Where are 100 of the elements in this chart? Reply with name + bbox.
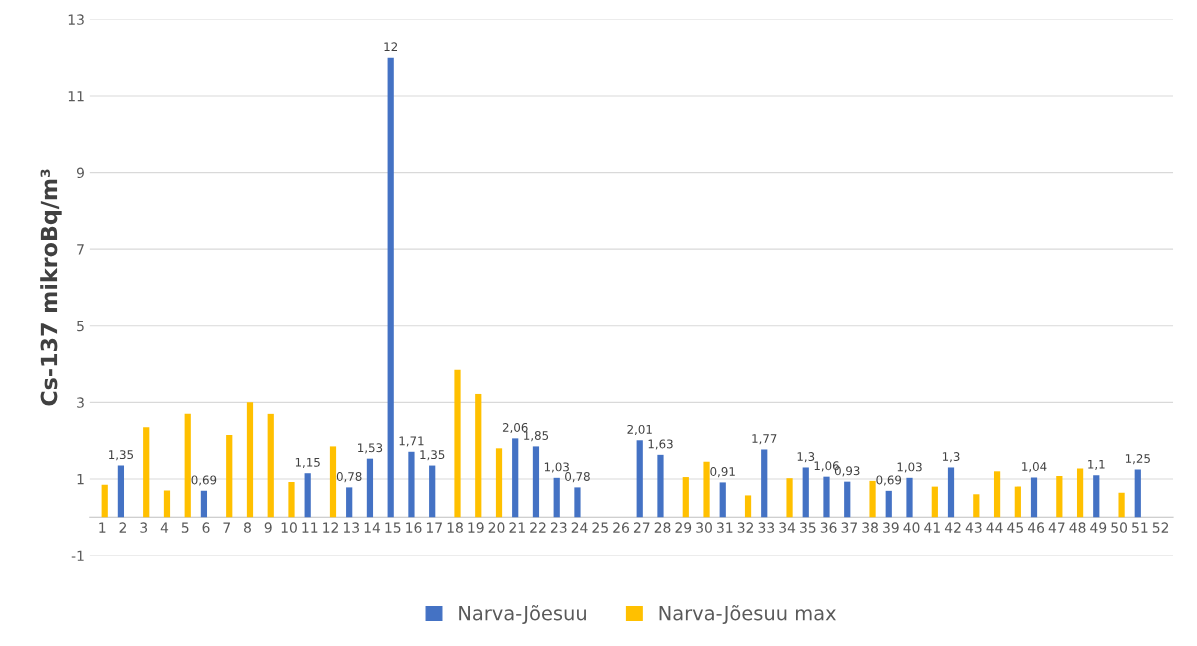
bar (366, 458, 374, 518)
x-tick-label: 49 (1090, 522, 1107, 533)
bar (408, 451, 415, 518)
data-label: 2,01 (627, 424, 652, 436)
data-label: 1,35 (420, 450, 445, 461)
y-axis-title: Cs-137 mikroBq/m³ (40, 169, 62, 406)
x-tick-label: 34 (779, 522, 796, 533)
bar (636, 440, 643, 518)
x-tick-label: 7 (223, 522, 230, 533)
x-tick-label: 52 (1152, 522, 1169, 533)
bar (454, 369, 461, 518)
x-tick-label: 37 (841, 522, 857, 533)
data-label: 1,04 (1022, 462, 1047, 473)
bar (475, 393, 482, 518)
x-tick-label: 38 (862, 522, 878, 533)
bar (495, 448, 503, 518)
x-tick-label: 21 (509, 522, 525, 533)
bar (657, 454, 664, 518)
bar (1093, 475, 1100, 518)
x-tick-label: 25 (592, 522, 608, 533)
x-tick-label: 14 (364, 522, 381, 533)
bar (101, 484, 108, 518)
x-tick-label: 6 (202, 522, 210, 533)
bar (869, 480, 876, 518)
data-label: 0,78 (336, 472, 362, 483)
y-tick-label: 9 (76, 167, 84, 179)
x-tick-label: 3 (140, 522, 148, 533)
x-tick-label: 22 (530, 522, 546, 533)
x-tick-label: 26 (613, 522, 629, 533)
data-label: 0,69 (876, 475, 902, 486)
bar (786, 478, 793, 518)
bar (682, 477, 689, 518)
x-tick-label: 4 (160, 522, 169, 533)
bar (993, 471, 1001, 518)
bar (1118, 492, 1125, 518)
bar (143, 427, 150, 518)
y-tick-label: -1 (71, 550, 84, 561)
data-label: 1,35 (109, 450, 134, 461)
bar (703, 461, 710, 518)
bar (184, 413, 191, 518)
bar (1030, 477, 1038, 518)
data-label: 1,53 (358, 443, 383, 454)
x-tick-label: 17 (426, 522, 442, 533)
x-tick-label: 46 (1027, 522, 1045, 533)
bar (288, 482, 295, 518)
x-tick-label: 24 (571, 522, 588, 533)
bar (802, 467, 809, 518)
x-tick-label: 2 (119, 522, 127, 533)
x-tick-label: 5 (181, 522, 189, 533)
bar (117, 465, 125, 518)
data-label: 1,15 (295, 457, 320, 468)
y-tick-label: 13 (68, 14, 84, 25)
bar (1056, 475, 1063, 518)
data-label: 1,1 (1088, 459, 1105, 470)
bar (1014, 486, 1021, 518)
x-tick-label: 11 (302, 522, 318, 533)
y-tick-label: 11 (68, 91, 84, 102)
bar (885, 490, 892, 518)
bar (267, 413, 274, 518)
x-tick-label: 23 (550, 522, 567, 533)
legend-label: Narva-Jõesuu (459, 605, 586, 625)
x-tick-label: 43 (965, 522, 982, 533)
bar (512, 438, 519, 518)
bar (553, 477, 560, 518)
x-tick-label: 20 (488, 522, 505, 533)
data-label: 1,3 (942, 452, 960, 463)
x-tick-label: 29 (675, 522, 692, 533)
x-tick-label: 35 (800, 522, 816, 533)
x-tick-label: 9 (264, 522, 272, 533)
bar (761, 449, 768, 518)
bar (200, 490, 208, 518)
x-tick-label: 27 (633, 522, 650, 533)
data-label: 12 (384, 42, 398, 52)
data-label: 1,71 (399, 436, 424, 447)
x-tick-label: 48 (1069, 522, 1086, 533)
bar (906, 477, 913, 518)
x-tick-label: 1 (99, 522, 106, 533)
x-tick-label: 28 (654, 522, 671, 533)
x-tick-label: 45 (1007, 522, 1023, 533)
x-tick-label: 30 (696, 522, 712, 533)
x-tick-label: 31 (717, 522, 733, 533)
bar (1134, 469, 1141, 518)
x-tick-label: 19 (468, 522, 484, 533)
bar (246, 402, 254, 518)
data-label: 1,25 (1125, 454, 1150, 465)
data-label: 1,77 (752, 434, 777, 445)
data-label: 1,85 (524, 431, 549, 442)
x-tick-label: 18 (447, 522, 463, 533)
x-tick-label: 44 (986, 522, 1003, 533)
x-tick-label: 42 (944, 522, 961, 533)
x-tick-label: 40 (903, 522, 920, 533)
data-label: 1,63 (648, 439, 673, 450)
x-tick-label: 32 (737, 522, 753, 533)
y-tick-label: 7 (77, 244, 84, 255)
data-label: 1,03 (897, 462, 922, 473)
x-tick-label: 15 (385, 522, 401, 533)
data-label: 0,91 (710, 467, 735, 478)
x-tick-label: 50 (1111, 522, 1128, 533)
y-tick-label: 5 (77, 320, 84, 332)
bar (574, 487, 581, 518)
